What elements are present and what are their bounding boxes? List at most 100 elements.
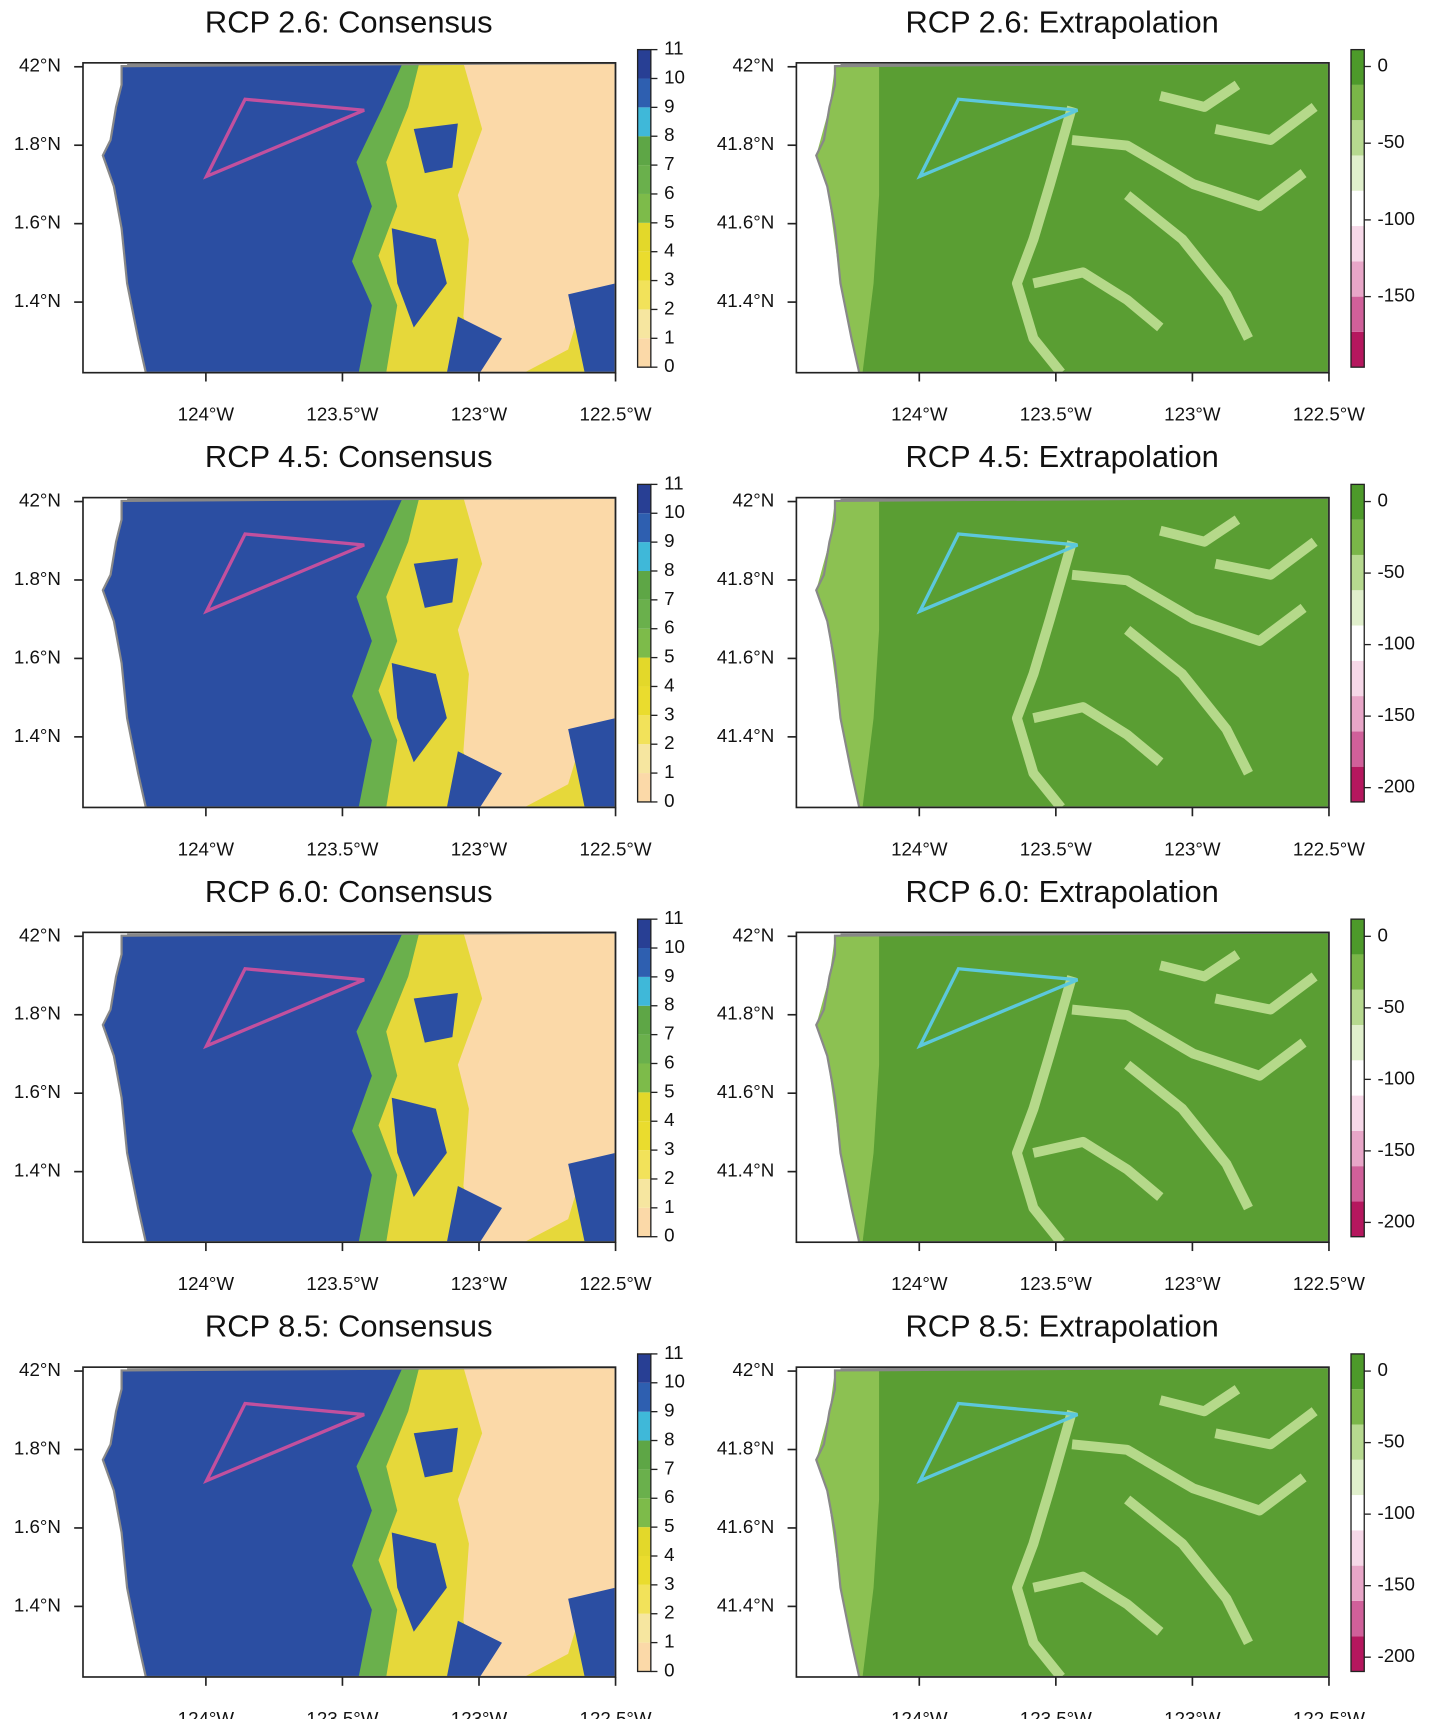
colorbar-segment (1351, 190, 1365, 227)
colorbar-segment (637, 222, 651, 252)
x-tick-label: 122.5°W (580, 404, 652, 425)
y-tick-label: 42°N (732, 1359, 774, 1380)
colorbar-frame (636, 1353, 652, 1673)
map-panel: RCP 2.6: Consensus 124°W 123.5°W 123°W 122.5… (14, 4, 685, 424)
colorbar-segment (1351, 1459, 1365, 1496)
map-panel: RCP 4.5: Extrapolation 124°W 123.5°W 123°W 1… (717, 439, 1415, 859)
colorbar-segment (637, 686, 651, 716)
colorbar-segment (1351, 1495, 1365, 1531)
map-raster (816, 63, 1329, 373)
colorbar-segment (1351, 954, 1365, 990)
colorbar-tick-label: 4 (664, 1109, 674, 1130)
colorbar-segment (1351, 590, 1365, 626)
y-tick-label: 41.8°N (717, 1003, 774, 1024)
map-raster (103, 1367, 616, 1677)
y-tick-label: 41.6°N (717, 212, 774, 233)
colorbar-segment (1351, 1095, 1365, 1131)
map-raster (103, 932, 616, 1242)
map-frame (82, 931, 617, 1244)
x-tick-label: 122.5°W (1293, 1708, 1365, 1719)
colorbar-segment (637, 251, 651, 281)
colorbar-tick-label: 3 (664, 1138, 674, 1159)
colorbar-tick-label: 2 (664, 732, 674, 753)
colorbar-segment (1351, 1424, 1365, 1460)
x-tick-label: 124°W (891, 404, 948, 425)
map-raster (103, 63, 616, 373)
colorbar-tick-label: 10 (664, 1371, 685, 1392)
y-tick-label: 42°N (732, 489, 774, 510)
panel-title: RCP 8.5: Consensus (205, 1309, 493, 1344)
map (816, 63, 1329, 373)
colorbar-segment (1351, 731, 1365, 767)
map (816, 932, 1329, 1242)
colorbar-tick-label: 0 (664, 355, 674, 376)
colorbar-segment (637, 1092, 651, 1122)
colorbar-segment (637, 1469, 651, 1499)
colorbar-tick-label: 11 (664, 1342, 683, 1363)
colorbar-tick-label: 2 (664, 297, 674, 318)
colorbar-segment (637, 136, 651, 166)
y-tick-label: 42°N (19, 489, 61, 510)
map-raster (816, 932, 1329, 1242)
map-frame (795, 496, 1330, 809)
colorbar-segment (637, 1440, 651, 1470)
colorbar-frame (1350, 1353, 1365, 1673)
x-tick-label: 124°W (891, 1273, 948, 1294)
x-tick-label: 123.5°W (1020, 1708, 1092, 1719)
map-raster (103, 498, 616, 808)
colorbar-tick-label: -100 (1377, 633, 1414, 654)
map (103, 63, 616, 373)
colorbar-segment (637, 1034, 651, 1064)
colorbar-tick-label: 3 (664, 703, 674, 724)
x-tick-label: 123°W (451, 1708, 508, 1719)
map-panel: RCP 8.5: Extrapolation 124°W 123.5°W 123°W 1… (717, 1309, 1415, 1719)
map-panel: RCP 2.6: Extrapolation 124°W 123.5°W 123°W 1… (717, 4, 1415, 424)
colorbar-segment (637, 1150, 651, 1179)
map (103, 1367, 616, 1677)
panel-title: RCP 2.6: Extrapolation (905, 4, 1218, 39)
colorbar-tick-label: 9 (664, 95, 674, 116)
panel-title: RCP 6.0: Consensus (205, 874, 493, 909)
colorbar-tick-label: 11 (664, 38, 683, 59)
colorbar-tick-label: 6 (664, 1051, 674, 1072)
map-raster (816, 498, 1329, 808)
colorbar-segment (637, 165, 651, 194)
y-tick-label: 1.6°N (14, 1516, 61, 1537)
y-tick-label: 1.8°N (14, 133, 61, 154)
colorbar-tick-label: 1 (664, 761, 674, 782)
x-tick-label: 123.5°W (306, 1708, 378, 1719)
colorbar-segment (637, 1178, 651, 1208)
x-tick-label: 123.5°W (1020, 1273, 1092, 1294)
colorbar-segment (637, 919, 651, 949)
colorbar-segment (637, 338, 651, 368)
x-tick-label: 123.5°W (306, 838, 378, 859)
x-tick-label: 122.5°W (580, 1708, 652, 1719)
map (103, 498, 616, 808)
colorbar-segment (637, 1584, 651, 1614)
colorbar-segment (637, 513, 651, 543)
x-tick-label: 123.5°W (1020, 404, 1092, 425)
y-tick-label: 42°N (19, 1359, 61, 1380)
map-panel: RCP 6.0: Extrapolation 124°W 123.5°W 123°W 1… (717, 874, 1415, 1294)
colorbar-tick-label: 7 (664, 153, 674, 174)
colorbar-tick-label: 5 (664, 1080, 674, 1101)
colorbar-segment (637, 715, 651, 745)
colorbar-segment (637, 107, 651, 137)
y-tick-label: 1.4°N (14, 290, 61, 311)
map-frame (82, 1366, 617, 1678)
map-panel: RCP 8.5: Consensus 124°W 123.5°W 123°W 122.5… (14, 1309, 685, 1719)
colorbar-tick-label: -100 (1377, 1502, 1414, 1523)
colorbar-tick-label: 6 (664, 1486, 674, 1507)
colorbar-tick-label: 5 (664, 1515, 674, 1536)
colorbar-tick-label: 4 (664, 674, 674, 695)
colorbar-segment (637, 1382, 651, 1412)
colorbar-tick-label: 8 (664, 559, 674, 580)
y-tick-label: 1.6°N (14, 212, 61, 233)
panel-title: RCP 2.6: Consensus (205, 4, 493, 39)
y-tick-label: 41.4°N (717, 290, 774, 311)
colorbar-segment (637, 49, 651, 79)
colorbar-tick-label: -150 (1377, 1574, 1414, 1595)
x-tick-label: 124°W (178, 404, 235, 425)
